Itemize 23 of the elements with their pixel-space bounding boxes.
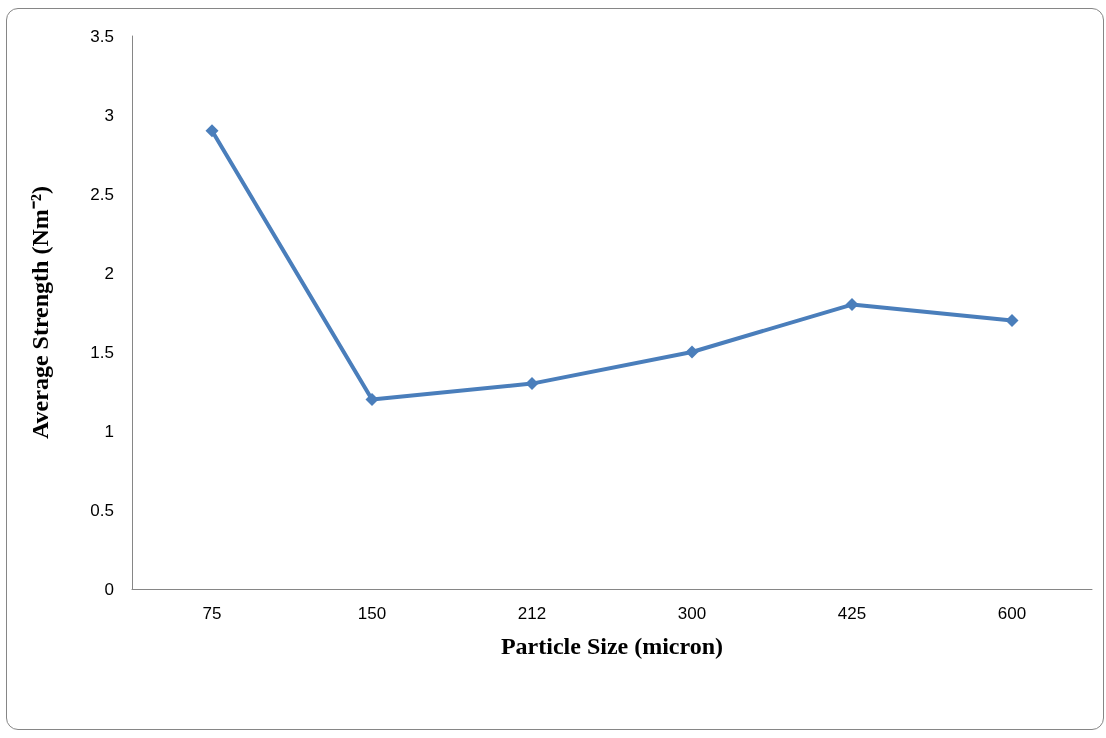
y-tick-label: 2: [104, 263, 114, 283]
y-tick-label: 0: [104, 579, 114, 599]
point: [365, 392, 379, 406]
x-tick-label: 600: [997, 604, 1027, 623]
x-tick-label: 212: [517, 604, 547, 623]
y-axis-title: Average Strength (Nm⁻²): [27, 186, 53, 439]
point: [1005, 313, 1019, 327]
y-tick-label: 3.5: [90, 26, 114, 46]
point: [685, 345, 699, 359]
x-tick-label: 75: [202, 604, 222, 623]
x-tick-label: 300: [677, 604, 707, 623]
y-tick-label: 2.5: [90, 184, 114, 204]
y-tick-label: 0.5: [90, 500, 114, 520]
y-tick-label: 1: [104, 421, 114, 441]
y-tick-label: 3: [104, 105, 114, 125]
point: [205, 124, 219, 138]
x-axis-title: Particle Size (micron): [500, 633, 724, 659]
x-tick-label: 150: [357, 604, 387, 623]
point: [525, 377, 539, 391]
chart-frame: Average Strength (Nm⁻²) Particle Size (micron) 0 0.5 1 1.5 2 2.5 3 3.5 75 150 212 300 425 600: [6, 8, 1104, 730]
point: [845, 298, 859, 312]
x-tick-label: 425: [837, 604, 867, 623]
y-tick-label: 1.5: [90, 342, 114, 362]
